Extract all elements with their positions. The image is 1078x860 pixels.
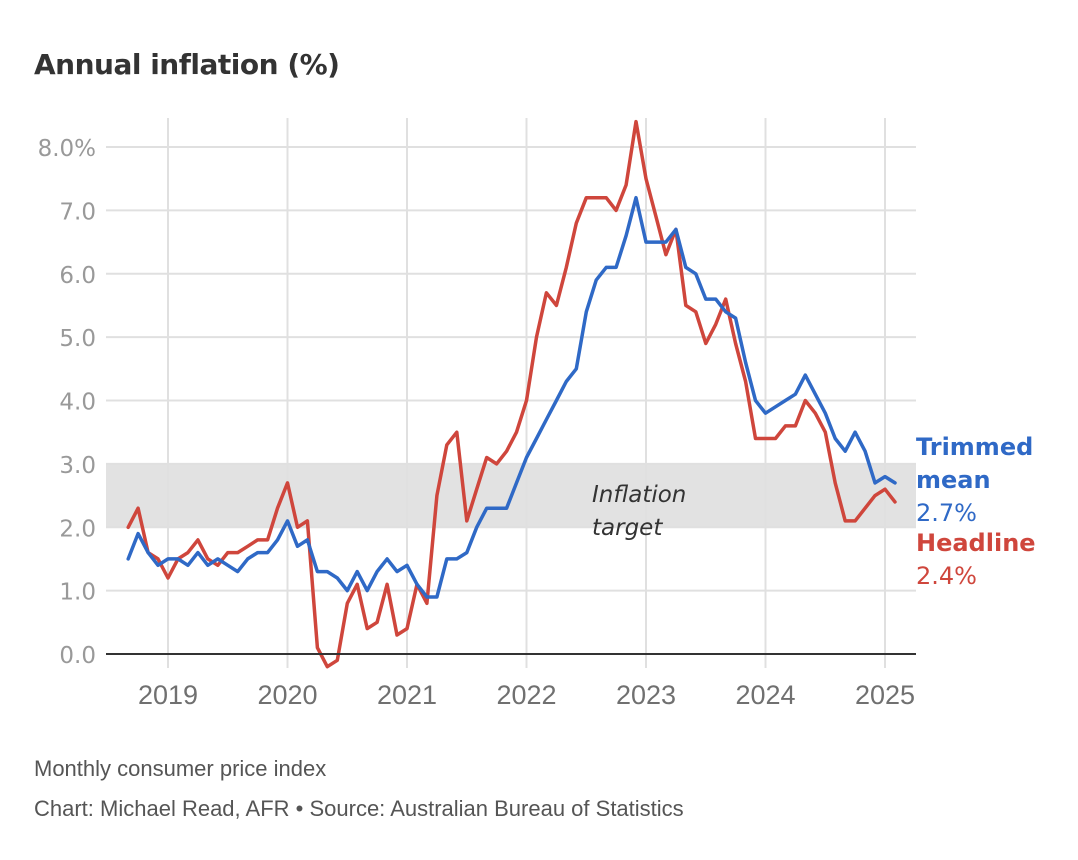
y-tick-label: 5.0	[59, 326, 96, 352]
x-tick-label: 2025	[855, 680, 915, 710]
trimmed-mean-label-line1: Trimmed	[916, 433, 1033, 461]
chart-subtitle: Monthly consumer price index	[34, 756, 327, 781]
trimmed-mean-line	[126, 195, 897, 599]
y-tick-label: 3.0	[59, 453, 96, 479]
trimmed-mean-value: 2.7%	[916, 499, 977, 527]
y-tick-label: 4.0	[59, 390, 96, 416]
band-label-line1: Inflation	[592, 482, 686, 508]
x-tick-label: 2024	[735, 680, 795, 710]
band-label-line2: target	[592, 515, 663, 541]
y-tick-label: 6.0	[59, 263, 96, 289]
y-tick-label: 0.0	[59, 643, 96, 669]
series-layer	[126, 119, 897, 669]
y-axis: 0.0 1.0 2.0 3.0 4.0 5.0 6.0 7.0 8.0%	[38, 136, 96, 669]
x-tick-label: 2023	[616, 680, 676, 710]
chart-title: Annual inflation (%)	[34, 48, 340, 81]
x-tick-label: 2019	[138, 680, 198, 710]
y-tick-label: 1.0	[59, 580, 96, 606]
headline-value: 2.4%	[916, 562, 977, 590]
headline-line	[126, 119, 897, 669]
y-tick-label: 8.0%	[38, 136, 96, 162]
target-band-label: Inflation target	[592, 482, 686, 541]
trimmed-mean-label-line2: mean	[916, 466, 991, 494]
x-tick-label: 2020	[257, 680, 317, 710]
headline-label: Headline	[916, 529, 1036, 557]
chart-credit: Chart: Michael Read, AFR • Source: Austr…	[34, 796, 684, 821]
x-axis: 2019 2020 2021 2022 2023 2024 2025	[138, 680, 915, 710]
y-tick-label: 7.0	[59, 199, 96, 225]
end-labels: Trimmed mean 2.7% Headline 2.4%	[916, 433, 1036, 590]
x-tick-label: 2022	[496, 680, 556, 710]
x-tick-label: 2021	[377, 680, 437, 710]
y-tick-label: 2.0	[59, 516, 96, 542]
